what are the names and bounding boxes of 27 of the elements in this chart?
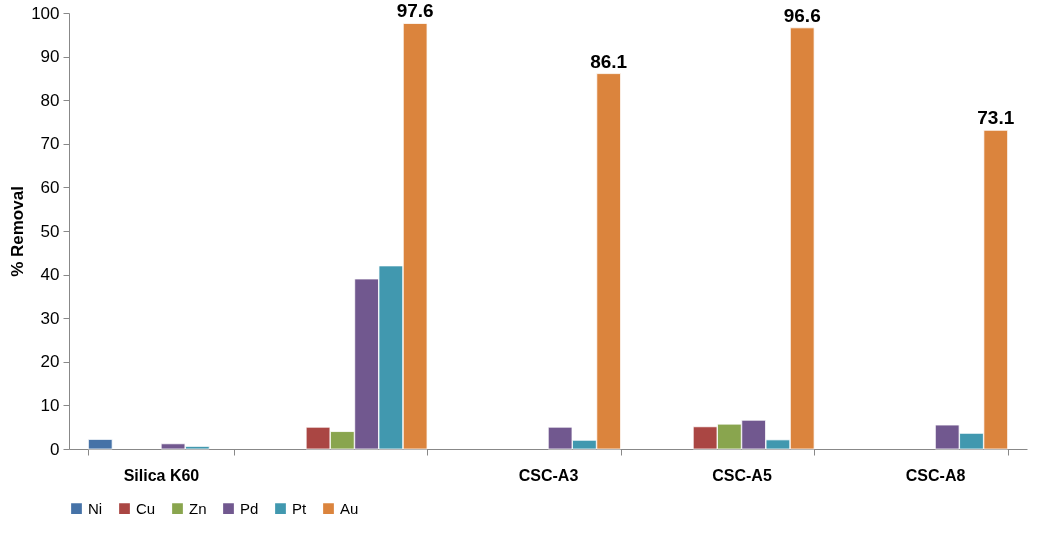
data-label: 96.6 bbox=[783, 4, 821, 26]
y-tick-label: 100 bbox=[31, 3, 60, 23]
y-tick-label: 30 bbox=[40, 308, 60, 328]
data-label: 97.6 bbox=[396, 0, 434, 22]
x-tick-label: CSC-A8 bbox=[905, 466, 966, 484]
y-tick-label: 40 bbox=[40, 265, 60, 285]
x-tick-label: CSC-A5 bbox=[712, 466, 772, 484]
y-tick-label: 60 bbox=[40, 177, 60, 197]
y-tick-label: 20 bbox=[40, 352, 60, 372]
x-tick-label: CSC-A3 bbox=[518, 466, 579, 484]
y-tick-label: 10 bbox=[40, 395, 60, 415]
x-tick-label: Silica K60 bbox=[123, 466, 200, 484]
y-tick-label: 50 bbox=[40, 221, 60, 241]
legend-label: Au bbox=[340, 499, 359, 517]
data-label: 86.1 bbox=[590, 50, 628, 72]
legend-label: Pt bbox=[292, 499, 307, 517]
y-tick-label: 90 bbox=[40, 47, 60, 67]
y-tick-label: 80 bbox=[40, 90, 60, 110]
bar bbox=[87, 439, 113, 450]
legend-label: Cu bbox=[136, 499, 156, 517]
y-tick-label: 70 bbox=[40, 134, 60, 154]
legend-label: Ni bbox=[88, 499, 103, 517]
legend-label: Zn bbox=[189, 499, 207, 517]
data-label: 73.1 bbox=[977, 107, 1015, 129]
y-tick-label: 0 bbox=[50, 439, 60, 459]
y-axis-title: % Removal bbox=[8, 186, 28, 277]
legend-label: Pd bbox=[240, 499, 259, 517]
